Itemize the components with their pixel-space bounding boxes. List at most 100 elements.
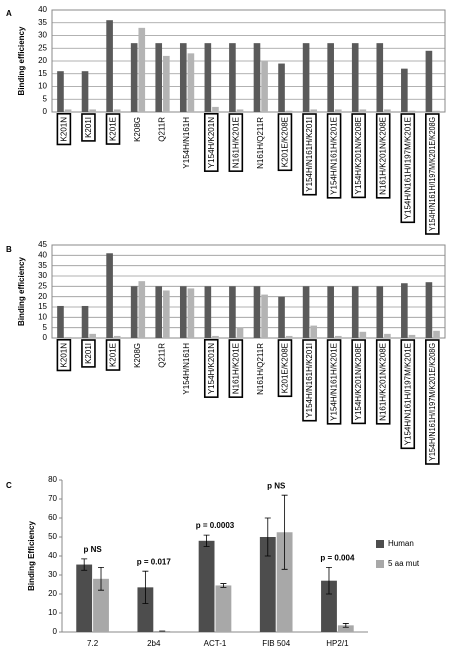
bar	[113, 109, 121, 112]
label-box	[277, 113, 293, 172]
y-tick-label: 10	[38, 312, 47, 321]
x-tick-label: Y154H/K201N/K208E	[354, 117, 363, 194]
x-tick-label: Y154H/N161H/K201E	[330, 117, 339, 195]
bar	[81, 71, 89, 112]
annotation: p NS	[267, 481, 286, 490]
bar	[321, 580, 337, 632]
y-tick-label: 30	[48, 570, 57, 579]
bar	[278, 63, 285, 112]
x-tick-label: K201E	[109, 343, 118, 367]
bar	[376, 286, 384, 338]
bar	[106, 20, 113, 113]
bar	[163, 55, 170, 112]
annotation: p = 0.0003	[196, 521, 235, 530]
bar	[351, 43, 359, 112]
x-tick-label: K201I	[84, 117, 93, 138]
bar	[89, 333, 96, 338]
x-tick-label: K201E/K208E	[280, 117, 289, 167]
y-axis-label: Binding efficiency	[17, 26, 26, 95]
bar	[261, 294, 268, 338]
bar	[351, 286, 359, 338]
bar	[130, 286, 138, 338]
y-tick-label: 0	[53, 627, 58, 636]
error-bar	[264, 517, 271, 557]
label-box	[277, 339, 293, 398]
label-box	[326, 339, 342, 425]
bar	[236, 327, 244, 338]
x-tick-label: ACT-1	[204, 639, 227, 648]
x-tick-label: N161H/Q211R	[256, 343, 265, 395]
x-tick-label: N161H/K201N/K208E	[379, 343, 388, 421]
bar	[229, 43, 236, 112]
y-tick-label: 40	[38, 250, 47, 259]
label-box	[351, 113, 366, 199]
bar	[187, 288, 195, 338]
error-bar	[203, 534, 210, 547]
y-tick-label: 15	[38, 302, 47, 311]
bar	[155, 286, 163, 338]
bar	[138, 27, 146, 113]
y-axis-label: Binding Efficiency	[27, 521, 36, 591]
bar	[327, 43, 334, 112]
bar	[259, 537, 276, 632]
label-box	[326, 113, 342, 199]
x-tick-label: K201N	[59, 343, 68, 368]
bar	[285, 110, 293, 112]
bar	[278, 296, 285, 338]
x-tick-label: K201E	[109, 117, 118, 141]
legend-label: 5 aa mut	[388, 559, 420, 568]
legend-label: Human	[388, 539, 414, 548]
y-tick-label: 5	[43, 94, 48, 103]
y-tick-label: 70	[48, 494, 57, 503]
error-bar	[81, 558, 88, 571]
y-tick-label: 10	[48, 608, 57, 617]
label-box	[400, 113, 416, 224]
label-box	[81, 113, 96, 142]
y-tick-label: 20	[38, 56, 47, 65]
x-tick-label: N161H/Q211R	[256, 117, 265, 169]
bar	[187, 53, 195, 112]
y-tick-label: 40	[48, 551, 57, 560]
label-box	[203, 338, 219, 398]
y-tick-label: 35	[38, 261, 47, 270]
bar	[179, 286, 187, 338]
bar	[401, 68, 408, 112]
label-box	[425, 339, 440, 465]
x-tick-label: Y154H/K201N	[207, 117, 216, 168]
bar	[93, 578, 109, 632]
bar	[113, 335, 121, 338]
bar	[310, 109, 318, 112]
y-tick-label: 0	[43, 333, 48, 342]
x-tick-label: Y154H/N161H/K201I	[305, 343, 314, 418]
y-tick-label: 60	[48, 513, 57, 522]
y-tick-label: 45	[38, 240, 47, 249]
y-tick-label: 50	[48, 532, 57, 541]
x-tick-label: K201N	[59, 117, 68, 142]
label-box	[203, 112, 219, 172]
bar	[57, 71, 64, 112]
bar	[212, 106, 219, 112]
bar	[337, 625, 354, 632]
label-box	[302, 113, 317, 196]
bar	[212, 335, 219, 338]
error-bar	[98, 567, 105, 591]
label-box	[56, 112, 72, 146]
label-box	[351, 339, 366, 425]
bar	[359, 109, 367, 112]
bar	[384, 109, 391, 112]
x-tick-label: K201E/K208E	[280, 343, 289, 393]
x-tick-label: Y154H/N161H/I197M/K201E	[403, 117, 412, 219]
y-tick-label: 25	[38, 43, 47, 52]
bar	[179, 43, 187, 112]
bar	[302, 43, 310, 112]
bar	[236, 109, 244, 112]
x-tick-label: K208G	[133, 343, 142, 368]
bar	[154, 631, 171, 632]
x-tick-label: Y154H/N161H/I197M/K201E/K208G	[428, 343, 437, 461]
bar	[408, 334, 416, 338]
y-tick-label: 40	[38, 5, 47, 14]
error-bar	[220, 583, 227, 588]
x-tick-label: Q211R	[158, 343, 167, 368]
y-tick-label: 10	[38, 82, 47, 91]
